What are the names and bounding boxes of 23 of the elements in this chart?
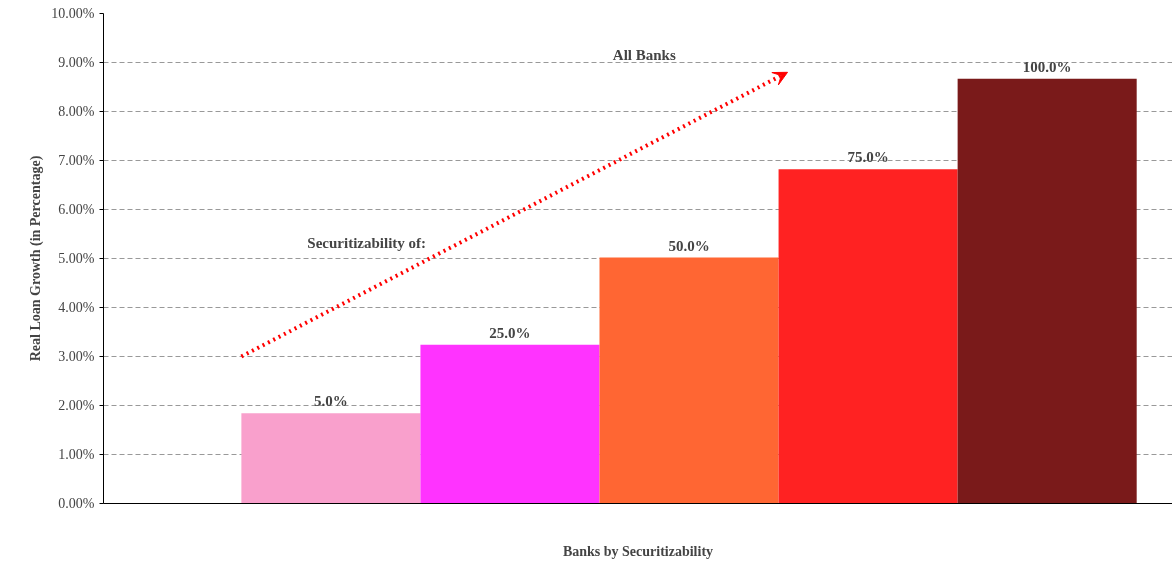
y-tick-label: 10.00%	[51, 6, 95, 21]
y-tick-label: 1.00%	[58, 447, 95, 462]
bar	[241, 413, 421, 504]
x-tick-label: 100.0%	[1022, 58, 1072, 75]
y-tick-label: 5.00%	[58, 251, 95, 266]
annotation: All Banks	[612, 46, 676, 63]
annotation: Securitizability of:	[307, 235, 427, 252]
y-tick-label: 6.00%	[58, 202, 95, 217]
y-axis-title: Real Loan Growth (in Percentage)	[28, 155, 45, 362]
x-tick-label: 5.0%	[314, 393, 348, 410]
bar	[957, 78, 1137, 504]
y-tick-label: 4.00%	[58, 300, 95, 315]
x-tick-label: 50.0%	[668, 237, 710, 254]
y-tick-label: 2.00%	[58, 398, 95, 413]
y-tick-label: 8.00%	[58, 104, 95, 119]
x-tick-label: 75.0%	[847, 149, 889, 166]
y-tick-label: 0.00%	[58, 496, 95, 511]
x-axis-title: Banks by Securitizability	[562, 543, 714, 559]
bar	[420, 344, 600, 504]
y-tick-label: 7.00%	[58, 153, 95, 168]
y-tick-label: 3.00%	[58, 349, 95, 364]
x-tick-label: 25.0%	[489, 324, 531, 341]
y-tick-label: 9.00%	[58, 55, 95, 70]
